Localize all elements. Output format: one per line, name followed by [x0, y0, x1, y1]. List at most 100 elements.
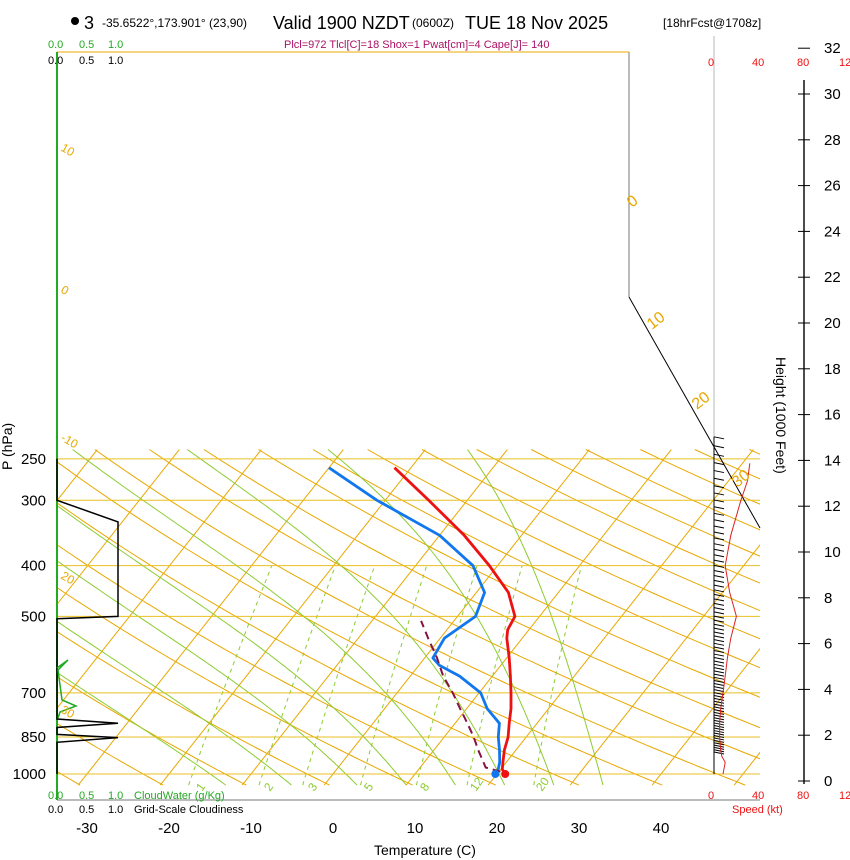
- wind-barb-flag: [713, 737, 725, 741]
- speed-tick-bottom-0: 0: [708, 790, 714, 802]
- dry-adiabat-line: [57, 676, 247, 786]
- wind-barb-flag: [713, 725, 725, 728]
- wind-barb-flag: [713, 730, 725, 734]
- wind-barb-flag: [713, 735, 725, 738]
- wind-barb-flag: [713, 676, 725, 680]
- wind-barb-flag: [713, 642, 725, 646]
- y-axis-title: P (hPa): [0, 423, 15, 470]
- isotherm-line: [77, 449, 344, 786]
- isotherm-line: [405, 449, 672, 786]
- height-tick-label: 26: [824, 178, 841, 195]
- station-marker-icon: [71, 17, 79, 25]
- cloudiness-line: [56, 458, 119, 774]
- mixing-ratio-line: [188, 565, 273, 786]
- wind-speed-line: [719, 463, 751, 775]
- stability-indices: Plcl=972 Tlcl[C]=18 Shox=1 Pwat[cm]=4 Ca…: [284, 39, 549, 51]
- surface-dewpoint-marker: [491, 770, 500, 778]
- wind-barb-flag: [713, 593, 725, 597]
- wind-barb-flag: [713, 749, 725, 753]
- height-tick-label: 24: [824, 223, 841, 240]
- mixing-ratio-label: 2: [261, 780, 276, 794]
- wind-barb-flag: [713, 519, 725, 523]
- cloudiness-tick-bottom-0: 0.0: [48, 804, 63, 816]
- wind-barb-flag: [713, 663, 725, 667]
- wind-barb-flag: [713, 742, 725, 746]
- wind-barb-flag: [713, 751, 725, 755]
- isotherm-line: [0, 450, 15, 786]
- wind-barb-flag: [713, 485, 725, 489]
- dewpoint-line: [328, 466, 502, 775]
- speed-axis-label: Speed (kt): [732, 804, 783, 816]
- wind-barb-flag: [713, 598, 725, 602]
- dry-adiabat-line: [57, 631, 330, 786]
- dry-adiabat-line: [367, 449, 760, 640]
- wind-barb-flag: [713, 657, 725, 661]
- cloud-axis-bottom: 0.0 0.5 1.0 CloudWater (g/Kg) 0.0 0.5 1.…: [48, 790, 244, 816]
- moist-adiabat-line: [467, 449, 604, 786]
- wind-barb-flag: [713, 453, 725, 457]
- isotherm-line: [241, 449, 508, 786]
- wind-barb-flag: [713, 706, 725, 710]
- cloud-water-tick-top-2: 1.0: [108, 39, 123, 51]
- wind-barb-flag: [713, 569, 725, 573]
- isobar-lines: [57, 458, 760, 775]
- moist-adiabat-line: [57, 620, 292, 786]
- temperature-tick-label: -10: [240, 820, 262, 837]
- dry-adiabat-line: [312, 449, 760, 669]
- wind-barb-flag: [713, 506, 725, 510]
- tropopause-line: [628, 296, 761, 529]
- height-tick-label: 14: [824, 452, 841, 469]
- dry-adiabat-line: [203, 449, 760, 729]
- wind-barb-flag: [713, 436, 725, 440]
- pressure-axis-ticks: 250 300 400 500 700 850 1000: [13, 451, 46, 783]
- speed-axis-bottom: 0 40 80 12 Speed (kt): [708, 790, 850, 816]
- wind-barb-flag: [713, 722, 725, 726]
- wind-barb-flag: [713, 732, 725, 736]
- wind-barb-flag: [713, 650, 725, 654]
- wind-barb-flag: [713, 477, 725, 481]
- wind-barb-flag: [713, 611, 725, 615]
- parcel-path-line: [420, 620, 501, 773]
- wind-barb-flag: [713, 579, 725, 583]
- mixing-ratio-line: [302, 565, 376, 786]
- wind-barb-flag: [713, 589, 725, 593]
- pressure-tick-label: 850: [21, 729, 46, 746]
- dry-adiabat-lines: [57, 449, 760, 786]
- cloud-water-tick-bottom-0: 0.0: [48, 790, 63, 802]
- height-tick-label: 18: [824, 361, 841, 378]
- wind-barb-flag: [713, 627, 725, 631]
- station-coords: -35.6522°,173.901° (23,90): [102, 16, 247, 30]
- wind-barb-flag: [713, 559, 725, 563]
- forecast-run: [18hrFcst@1708z]: [663, 16, 761, 30]
- temperature-tick-label: 40: [653, 820, 670, 837]
- mixing-ratio-label: 12: [467, 774, 486, 793]
- moist-adiabat-line: [57, 671, 227, 786]
- isotherm-line: [57, 449, 180, 606]
- speed-tick-top-1: 40: [752, 57, 764, 69]
- cloud-water-tick-bottom-1: 0.5: [79, 790, 94, 802]
- pressure-tick-label: 700: [21, 685, 46, 702]
- moist-adiabat-line: [57, 560, 358, 786]
- cloudiness-tick-top-1: 0.5: [79, 55, 94, 67]
- moist-adiabat-line: [72, 449, 456, 786]
- mixing-ratio-label: 5: [361, 780, 376, 794]
- isotherm-line: [569, 544, 760, 786]
- wind-barb-flag: [713, 548, 725, 552]
- mixing-ratio-labels: 1 2 3 5 8 12 20: [193, 774, 552, 793]
- wind-barb-flag: [713, 470, 725, 474]
- height-tick-label: 32: [824, 40, 841, 57]
- temperature-tick-label: 0: [329, 820, 337, 837]
- temperature-tick-label: -30: [76, 820, 98, 837]
- cloud-water-tick-top-1: 0.5: [79, 39, 94, 51]
- dry-adiabat-line: [57, 722, 164, 786]
- height-tick-label: 28: [824, 132, 841, 149]
- wind-barb-flag: [713, 619, 725, 623]
- cloudiness-label: Grid-Scale Cloudiness: [134, 804, 244, 816]
- wind-barb-flag: [713, 703, 725, 707]
- wind-barb-flag: [713, 727, 725, 731]
- pressure-tick-label: 400: [21, 558, 46, 575]
- dry-adiabat-line: [57, 502, 580, 786]
- valid-time: Valid 1900 NZDT: [273, 13, 410, 33]
